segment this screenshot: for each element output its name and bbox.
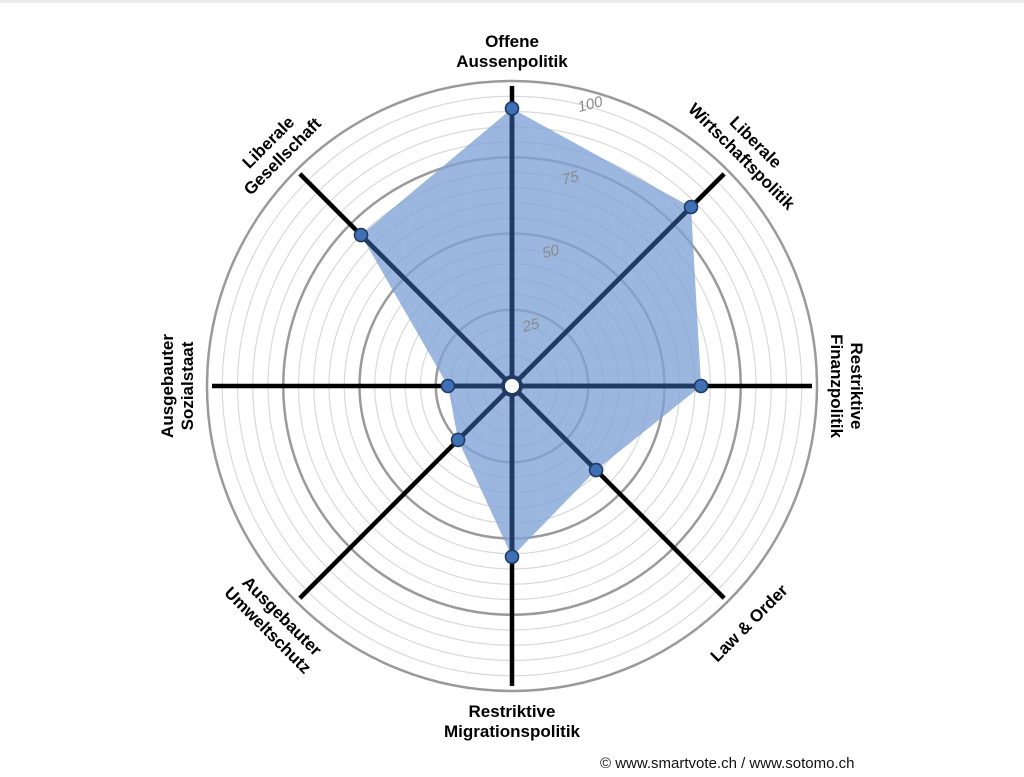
data-point bbox=[588, 462, 604, 478]
axis-spoke-inner bbox=[510, 205, 693, 388]
axis-label-line: Restriktive bbox=[469, 702, 556, 721]
axis-spoke-inner bbox=[456, 384, 514, 442]
axis-label-line: Restriktive bbox=[847, 343, 866, 430]
axis-label-line: Ausgebauter bbox=[158, 334, 177, 438]
axis-label-line: Migrationspolitik bbox=[444, 722, 581, 741]
profile-area bbox=[361, 108, 702, 557]
top-border bbox=[0, 0, 1024, 3]
axis-label-line: Aussenpolitik bbox=[456, 52, 568, 71]
chart-ring-labels: 25 50 75 100 bbox=[520, 93, 605, 336]
chart-spokes bbox=[212, 86, 812, 686]
axis-label-line: Sozialstaat bbox=[178, 341, 197, 430]
chart-points bbox=[353, 101, 709, 565]
axis-label: Ausgebauter Sozialstaat bbox=[158, 334, 197, 438]
data-point bbox=[440, 378, 456, 394]
ring-label: 50 bbox=[540, 241, 561, 262]
ring-label: 75 bbox=[560, 168, 581, 189]
data-point bbox=[683, 199, 699, 215]
data-point bbox=[693, 378, 709, 394]
axis-spoke-inner bbox=[359, 233, 514, 388]
major-ring bbox=[205, 79, 819, 693]
axis-spoke-inner bbox=[510, 384, 598, 472]
axis-label-line: Offene bbox=[485, 32, 539, 51]
chart-area bbox=[361, 108, 702, 557]
data-point bbox=[504, 549, 520, 565]
ring-label: 100 bbox=[576, 93, 605, 116]
copyright-credit: © www.smartvote.ch / www.sotomo.ch bbox=[600, 755, 855, 772]
data-point bbox=[353, 227, 369, 243]
axis-label-line: Finanzpolitik bbox=[827, 334, 846, 438]
data-point bbox=[450, 432, 466, 448]
center-hub bbox=[501, 375, 523, 397]
data-point bbox=[504, 101, 520, 116]
ring-label: 25 bbox=[520, 315, 542, 336]
